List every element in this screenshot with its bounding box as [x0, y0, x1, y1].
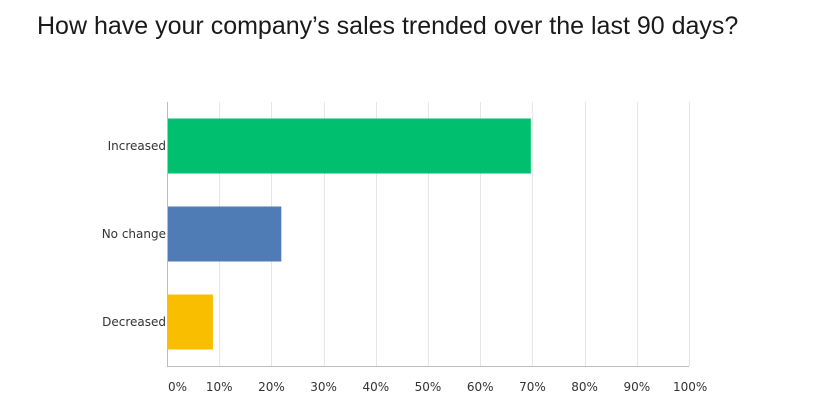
tick-labels: 0% 10% 20% 30% 40% 50% 60% 70% 80% 90% 100% — [168, 380, 707, 394]
x-tick-label: 10% — [206, 380, 233, 394]
bar-no-change — [167, 206, 282, 262]
x-tick-label: 80% — [571, 380, 598, 394]
x-tick-label: 60% — [467, 380, 494, 394]
axes — [167, 102, 689, 367]
category-label: Decreased — [102, 315, 166, 329]
x-tick-label: 40% — [362, 380, 389, 394]
bar-increased — [167, 118, 531, 174]
x-tick-label: 50% — [415, 380, 442, 394]
x-tick-label: 70% — [519, 380, 546, 394]
chart-title: How have your company’s sales trended ov… — [37, 12, 739, 40]
x-tick-label: 90% — [623, 380, 650, 394]
bar-decreased — [167, 294, 213, 350]
x-tick-label: 100% — [673, 380, 707, 394]
category-label: No change — [102, 227, 166, 241]
bars — [167, 118, 531, 350]
x-tick-label: 0% — [168, 380, 187, 394]
x-tick-label: 30% — [310, 380, 337, 394]
category-label: Increased — [108, 139, 166, 153]
x-tick-label: 20% — [258, 380, 285, 394]
category-labels: Increased No change Decreased — [102, 139, 166, 329]
